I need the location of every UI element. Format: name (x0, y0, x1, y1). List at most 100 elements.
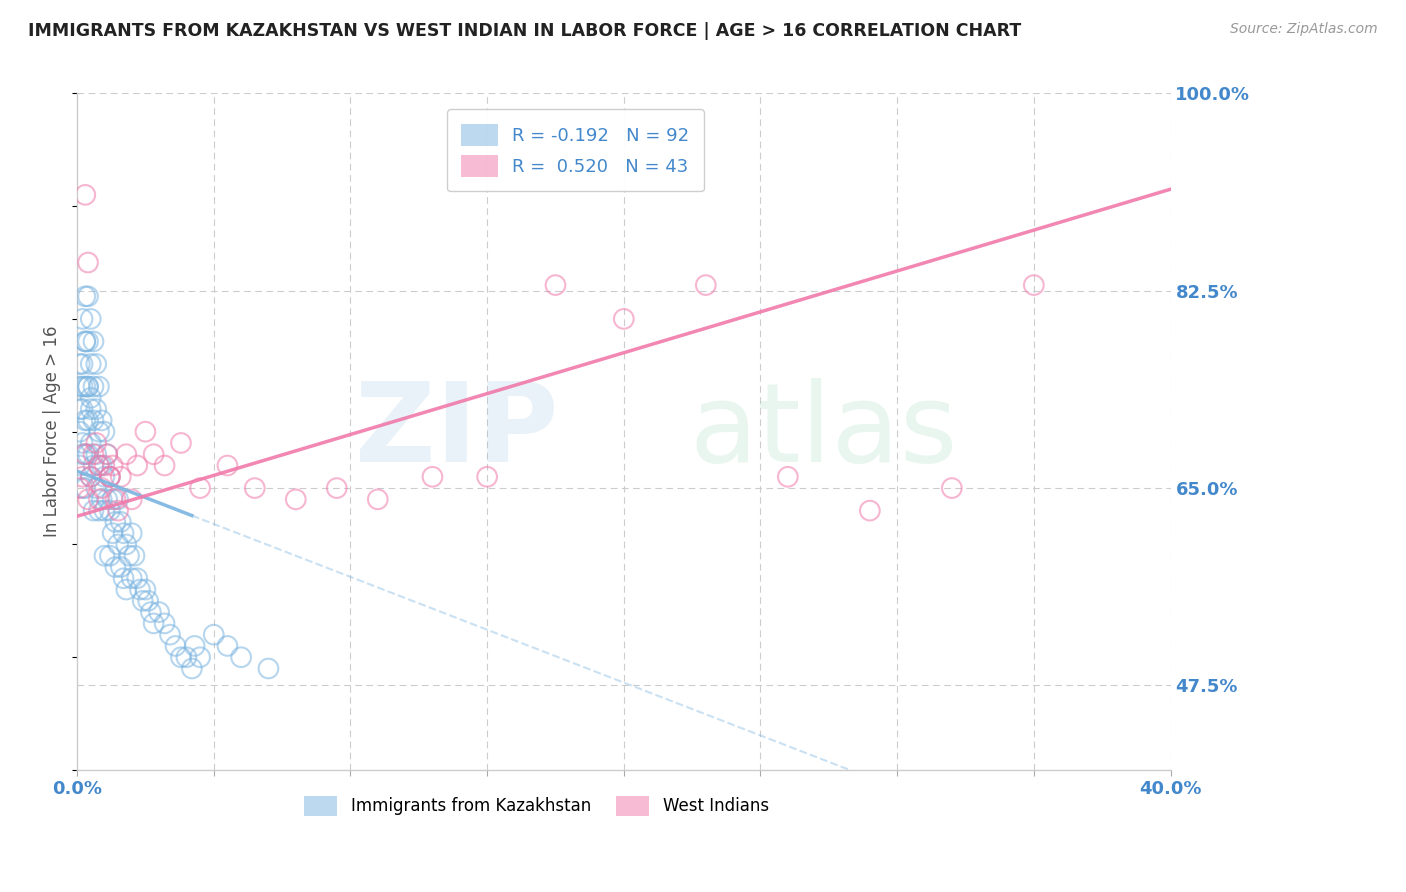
Point (98, 503, 121, 517)
Point (96, 447, 118, 461)
Point (90, 458, 112, 473)
Point (87, 425, 110, 439)
Point (75, 289, 97, 303)
Point (90, 413, 112, 427)
Point (77, 334, 100, 349)
Point (77, 447, 100, 461)
Point (77, 492, 100, 507)
Point (101, 458, 124, 473)
Point (217, 458, 239, 473)
Point (87, 503, 110, 517)
Point (115, 537, 138, 551)
Point (121, 571, 143, 585)
Point (69, 458, 91, 473)
Point (69, 481, 91, 495)
Point (170, 436, 193, 450)
Point (84, 481, 107, 495)
Point (107, 537, 129, 551)
Point (112, 526, 135, 541)
Point (72, 447, 94, 461)
Point (80, 470, 103, 484)
Point (72, 379, 94, 393)
Point (284, 492, 307, 507)
Point (80, 470, 103, 484)
Point (98, 470, 121, 484)
Point (257, 661, 280, 675)
Point (75, 447, 97, 461)
Point (101, 526, 124, 541)
Point (107, 492, 129, 507)
Point (243, 481, 266, 495)
Point (84, 357, 107, 371)
Point (118, 549, 141, 563)
Point (98, 549, 121, 563)
Point (75, 334, 97, 349)
Point (229, 650, 252, 665)
Point (72, 470, 94, 484)
Point (475, 470, 498, 484)
Legend: Immigrants from Kazakhstan, West Indians: Immigrants from Kazakhstan, West Indians (297, 789, 775, 822)
Point (544, 278, 567, 293)
Point (134, 425, 156, 439)
Point (188, 650, 211, 665)
Point (75, 334, 97, 349)
Point (77, 379, 100, 393)
Point (859, 503, 882, 517)
Point (104, 515, 127, 529)
Point (84, 447, 107, 461)
Point (77, 413, 100, 427)
Point (82, 413, 104, 427)
Point (121, 492, 143, 507)
Point (93, 503, 115, 517)
Text: Source: ZipAtlas.com: Source: ZipAtlas.com (1230, 22, 1378, 37)
Point (93, 549, 115, 563)
Point (96, 492, 118, 507)
Point (87, 458, 110, 473)
Point (80, 436, 103, 450)
Point (124, 549, 146, 563)
Point (96, 447, 118, 461)
Point (77, 289, 100, 303)
Point (77, 255, 100, 269)
Point (72, 481, 94, 495)
Point (1022, 278, 1045, 293)
Point (80, 391, 103, 405)
Point (82, 458, 104, 473)
Point (183, 639, 205, 653)
Point (87, 458, 110, 473)
Point (82, 334, 104, 349)
Point (90, 481, 112, 495)
Point (80, 312, 103, 326)
Point (110, 515, 132, 529)
Point (110, 560, 132, 574)
Point (75, 447, 97, 461)
Point (69, 357, 91, 371)
Point (77, 379, 100, 393)
Point (72, 357, 94, 371)
Point (170, 650, 193, 665)
Point (107, 503, 129, 517)
Point (180, 661, 202, 675)
Point (165, 639, 187, 653)
Point (176, 650, 198, 665)
Point (80, 357, 103, 371)
Point (129, 582, 152, 597)
Point (941, 481, 963, 495)
Point (84, 402, 107, 417)
Point (695, 278, 717, 293)
Point (75, 379, 97, 393)
Point (87, 379, 110, 393)
Point (72, 312, 94, 326)
Y-axis label: In Labor Force | Age > 16: In Labor Force | Age > 16 (44, 326, 60, 537)
Text: atlas: atlas (689, 378, 957, 485)
Point (104, 492, 127, 507)
Point (367, 492, 389, 507)
Text: ZIP: ZIP (354, 378, 558, 485)
Point (121, 526, 143, 541)
Point (127, 458, 149, 473)
Point (72, 436, 94, 450)
Point (82, 447, 104, 461)
Point (153, 458, 176, 473)
Point (75, 413, 97, 427)
Point (90, 492, 112, 507)
